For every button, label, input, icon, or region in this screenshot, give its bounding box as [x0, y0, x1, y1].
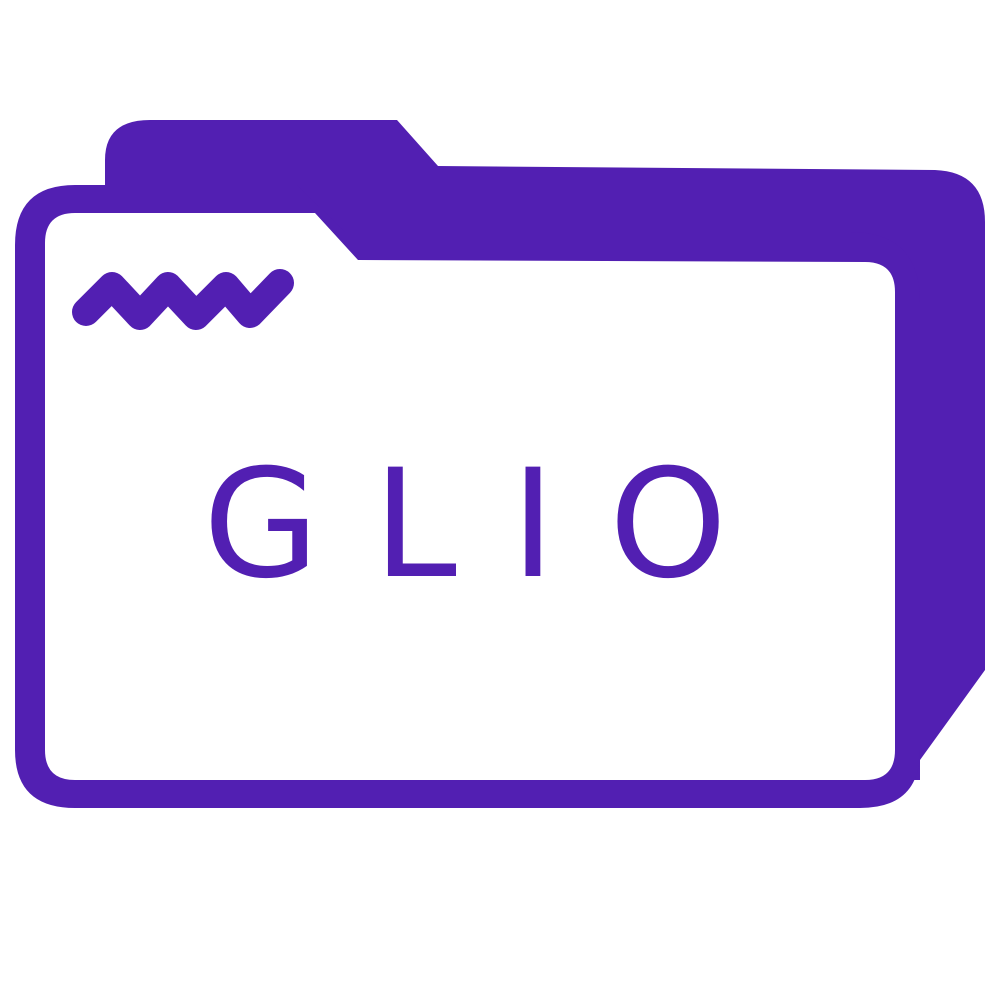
wave-squiggle-icon	[72, 269, 294, 330]
logo-text: GLIO	[203, 438, 781, 612]
folder-front-face	[45, 213, 895, 780]
